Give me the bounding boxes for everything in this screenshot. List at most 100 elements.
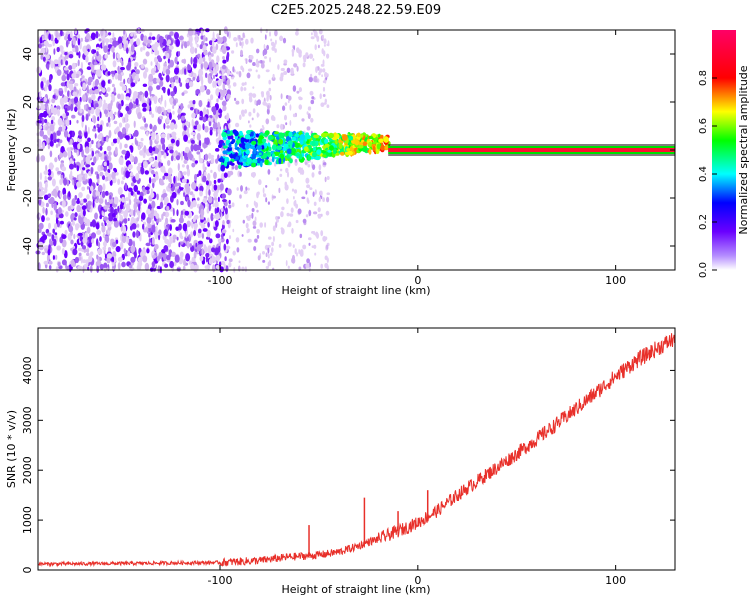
spectrogram-noise-cell xyxy=(158,229,162,236)
spectrogram-noise-cell xyxy=(101,222,104,227)
spectrogram-noise-cell xyxy=(322,34,324,40)
spectrogram-noise-cell xyxy=(163,55,166,60)
spectrogram-noise-cell xyxy=(199,158,204,164)
spectrogram-noise-cell xyxy=(166,113,169,118)
spectrogram-noise-cell xyxy=(193,251,197,259)
spectrogram-noise-cell xyxy=(125,197,130,202)
colorbar-tick-label: 0.8 xyxy=(698,70,709,86)
spectrogram-noise-cell xyxy=(221,64,227,70)
spectrogram-noise-cell xyxy=(314,44,317,51)
spectrogram-noise-cell xyxy=(86,194,90,200)
spectrogram-noise-cell xyxy=(52,94,56,100)
spectrogram-noise-cell xyxy=(318,170,322,175)
spectrogram-noise-cell xyxy=(151,261,156,268)
spectrogram-noise-cell xyxy=(184,152,188,161)
spectrogram-noise-cell xyxy=(301,118,305,122)
spectrogram-noise-cell xyxy=(133,202,137,211)
spectrogram-signal-cell xyxy=(227,130,231,135)
spectrogram-noise-cell xyxy=(53,238,57,247)
spectrogram-noise-cell xyxy=(314,189,317,195)
spectrogram-noise-cell xyxy=(44,175,47,181)
spectrogram-signal-cell xyxy=(266,151,271,156)
spectrogram-noise-cell xyxy=(160,94,163,102)
spectrogram-noise-cell xyxy=(282,37,287,44)
spectrogram-noise-cell xyxy=(196,151,201,155)
snr-y-tick-label: 0 xyxy=(21,567,34,574)
spectrogram-noise-cell xyxy=(107,79,110,84)
spectrogram-noise-cell xyxy=(71,130,75,138)
spectrogram-signal-cell xyxy=(220,164,226,172)
spectrogram-noise-cell xyxy=(88,242,92,248)
spectrogram-noise-cell xyxy=(177,113,180,120)
spectrogram-signal-cell xyxy=(271,156,275,163)
spectrogram-noise-cell xyxy=(193,214,199,220)
spectrogram-noise-cell xyxy=(163,152,167,159)
spectrogram-noise-cell xyxy=(289,213,294,217)
spectrogram-noise-cell xyxy=(210,169,213,173)
spectrogram-noise-cell xyxy=(120,167,124,175)
spectrogram-signal-cell xyxy=(378,138,384,143)
spectrogram-noise-cell xyxy=(155,148,160,154)
spectrogram-noise-cell xyxy=(53,202,57,211)
spectrogram-noise-cell xyxy=(241,113,245,117)
spectrogram-noise-cell xyxy=(144,186,150,191)
spectrogram-noise-cell xyxy=(208,258,213,265)
spectrogram-noise-cell xyxy=(187,199,191,208)
spectrogram-noise-cell xyxy=(85,259,89,267)
spectrogram-noise-cell xyxy=(149,123,153,130)
spectrogram-noise-cell xyxy=(91,232,96,239)
spectrogram-signal-cell xyxy=(278,133,285,140)
spectrogram-noise-cell xyxy=(256,100,259,107)
spectrogram-noise-cell xyxy=(263,193,267,198)
spectrogram-noise-cell xyxy=(144,90,149,99)
spectrogram-noise-cell xyxy=(202,116,207,123)
spectrogram-noise-cell xyxy=(302,62,306,68)
spectrogram-noise-cell xyxy=(125,116,128,123)
spectrogram-noise-cell xyxy=(222,83,226,91)
spectrogram-noise-cell xyxy=(63,177,68,186)
spectrogram-noise-cell xyxy=(234,97,237,101)
spectrogram-signal-cell xyxy=(261,145,265,150)
spectrogram-noise-cell xyxy=(176,267,181,271)
spectrogram-noise-cell xyxy=(110,238,115,243)
spectrogram-noise-cell xyxy=(133,250,137,259)
spectrogram-noise-cell xyxy=(90,166,94,175)
spectrogram-noise-cell xyxy=(123,217,128,224)
spectrogram-noise-cell xyxy=(267,244,271,248)
spectrogram-noise-cell xyxy=(251,212,254,219)
spectrogram-noise-cell xyxy=(111,256,115,263)
snr-frame xyxy=(37,327,676,571)
spectrogram-noise-cell xyxy=(71,62,76,70)
spectrogram-noise-cell xyxy=(325,236,328,241)
spectrogram-noise-cell xyxy=(199,116,204,121)
spectrogram-noise-cell xyxy=(59,97,64,106)
spectrogram-noise-cell xyxy=(200,62,203,71)
spectrogram-noise-cell xyxy=(127,217,130,222)
spectrogram-signal-cell xyxy=(264,159,269,166)
spectrogram-noise-cell xyxy=(202,162,205,171)
spectrogram-signal-cell xyxy=(372,145,376,152)
spectrogram-noise-cell xyxy=(129,225,133,231)
spectrogram-noise-cell xyxy=(151,169,155,175)
spectrogram-noise-cell xyxy=(49,124,55,132)
spectrogram-noise-cell xyxy=(126,236,130,244)
spectrogram-noise-cell xyxy=(262,101,267,106)
spectrogram-noise-cell xyxy=(203,107,207,115)
spectrogram-noise-cell xyxy=(108,151,112,157)
spectrogram-signal-cell xyxy=(222,150,228,155)
spectrogram-noise-cell xyxy=(232,66,235,73)
spectrogram-noise-cell xyxy=(267,261,270,268)
spectrogram-noise-cell xyxy=(64,107,68,114)
spectrogram-signal-cell xyxy=(240,137,245,144)
spectrogram-noise-cell xyxy=(95,222,100,230)
spectrogram-noise-cell xyxy=(109,37,113,44)
spectrogram-noise-cell xyxy=(102,64,107,71)
spectrogram-noise-cell xyxy=(164,201,167,206)
spectrogram-noise-cell xyxy=(86,32,91,41)
spectrogram-noise-cell xyxy=(130,216,135,225)
spectrogram-noise-cell xyxy=(197,109,200,115)
spectrogram-noise-cell xyxy=(172,207,175,217)
spectrogram-noise-cell xyxy=(262,49,265,57)
spectrogram-noise-cell xyxy=(48,260,53,265)
spectrogram-noise-cell xyxy=(324,71,328,78)
